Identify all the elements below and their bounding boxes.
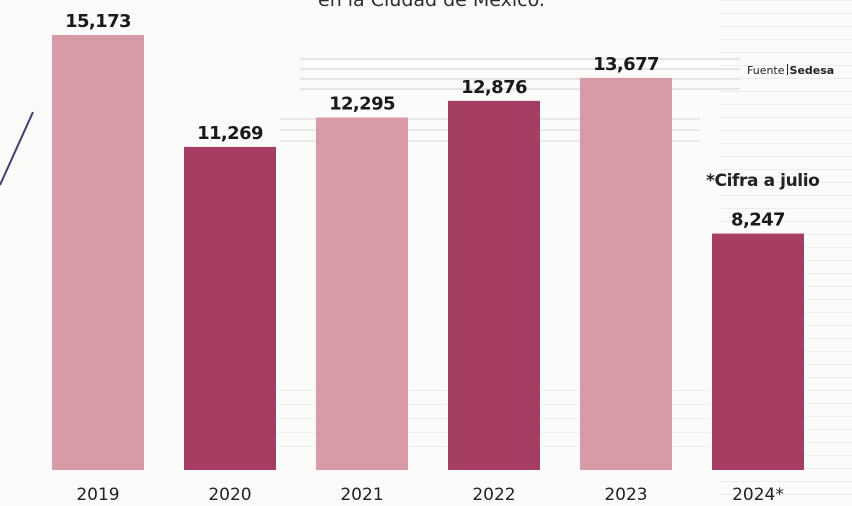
bar-2022: [448, 100, 540, 471]
value-label-2021: 12,295: [329, 94, 395, 115]
bars-group: [52, 35, 804, 471]
value-labels-group: 15,173 11,269 12,295 12,876 13,677 8,247: [65, 11, 786, 231]
value-label-2024: 8,247: [731, 210, 785, 231]
source-name: Sedesa: [789, 64, 835, 77]
bar-2024: [712, 233, 804, 470]
x-tick-2023: 2023: [604, 485, 647, 505]
bar-2020: [184, 146, 276, 471]
value-label-2023: 13,677: [593, 54, 659, 75]
x-tick-2024: 2024*: [732, 485, 784, 505]
footnote-note: *Cifra a julio: [706, 171, 820, 191]
x-tick-2019: 2019: [76, 485, 119, 505]
x-axis-ticks-group: 2019 2020 2021 2022 2023 2024*: [76, 485, 784, 505]
value-label-2019: 15,173: [65, 11, 131, 32]
x-tick-2022: 2022: [472, 485, 515, 505]
bar-2023: [580, 77, 672, 470]
value-label-2020: 11,269: [197, 123, 263, 144]
x-tick-2020: 2020: [208, 485, 251, 505]
value-label-2022: 12,876: [461, 77, 527, 98]
source-divider: [786, 64, 788, 75]
bar-2019: [52, 35, 144, 470]
source-prefix: Fuente: [747, 64, 785, 77]
bar-2021: [316, 117, 408, 471]
decorative-stroke: [0, 111, 34, 186]
source-credit: Fuente Sedesa: [747, 64, 834, 77]
x-tick-2021: 2021: [340, 485, 383, 505]
chart-title-fragment: en la Ciudad de México.: [318, 0, 545, 11]
